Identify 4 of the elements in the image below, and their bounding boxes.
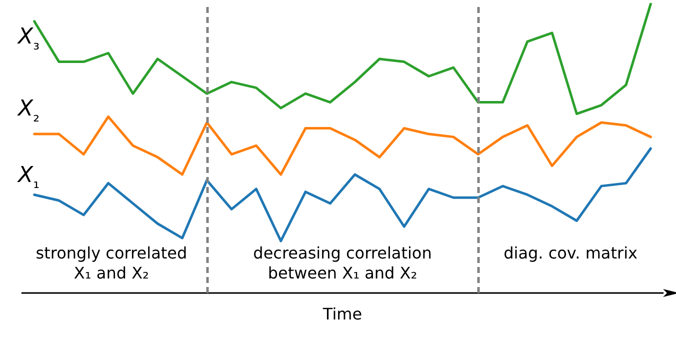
x-axis-title: Time [322, 304, 362, 324]
annotation: decreasing correlation between X₁ and X₂ [253, 244, 432, 282]
annotation: strongly correlated X₁ and X₂ [36, 244, 188, 282]
annotation: diag. cov. matrix [504, 244, 638, 262]
